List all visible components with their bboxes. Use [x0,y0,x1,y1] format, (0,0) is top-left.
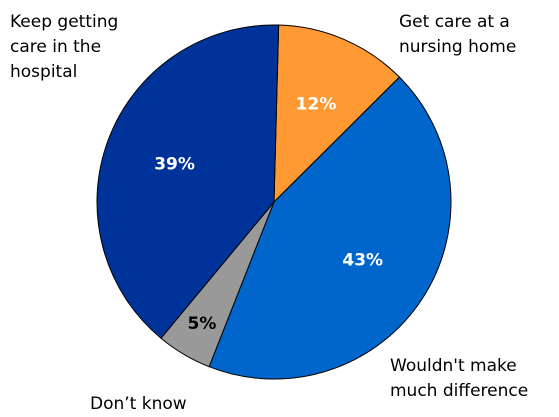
pie-slice-wouldn-t-make-much-difference [208,76,452,380]
label-dont-know: Don’t know [90,394,187,414]
label-hospital: Keep getting care in the hospital [10,12,119,82]
pie-slice-keep-getting-care-in-the-hospital [96,24,280,339]
label-no-difference: Wouldn't make much difference [390,356,529,401]
data-label-get-care-at-a-nursing-home: 12% [296,94,337,114]
data-label-wouldn-t-make-much-difference: 43% [342,250,383,270]
data-label-keep-getting-care-in-the-hospital: 39% [154,155,195,175]
pie-slice-get-care-at-a-nursing-home [273,24,401,204]
data-label-don-t-know: 5% [188,314,217,334]
label-nursing-home: Get care at a nursing home [399,12,517,57]
